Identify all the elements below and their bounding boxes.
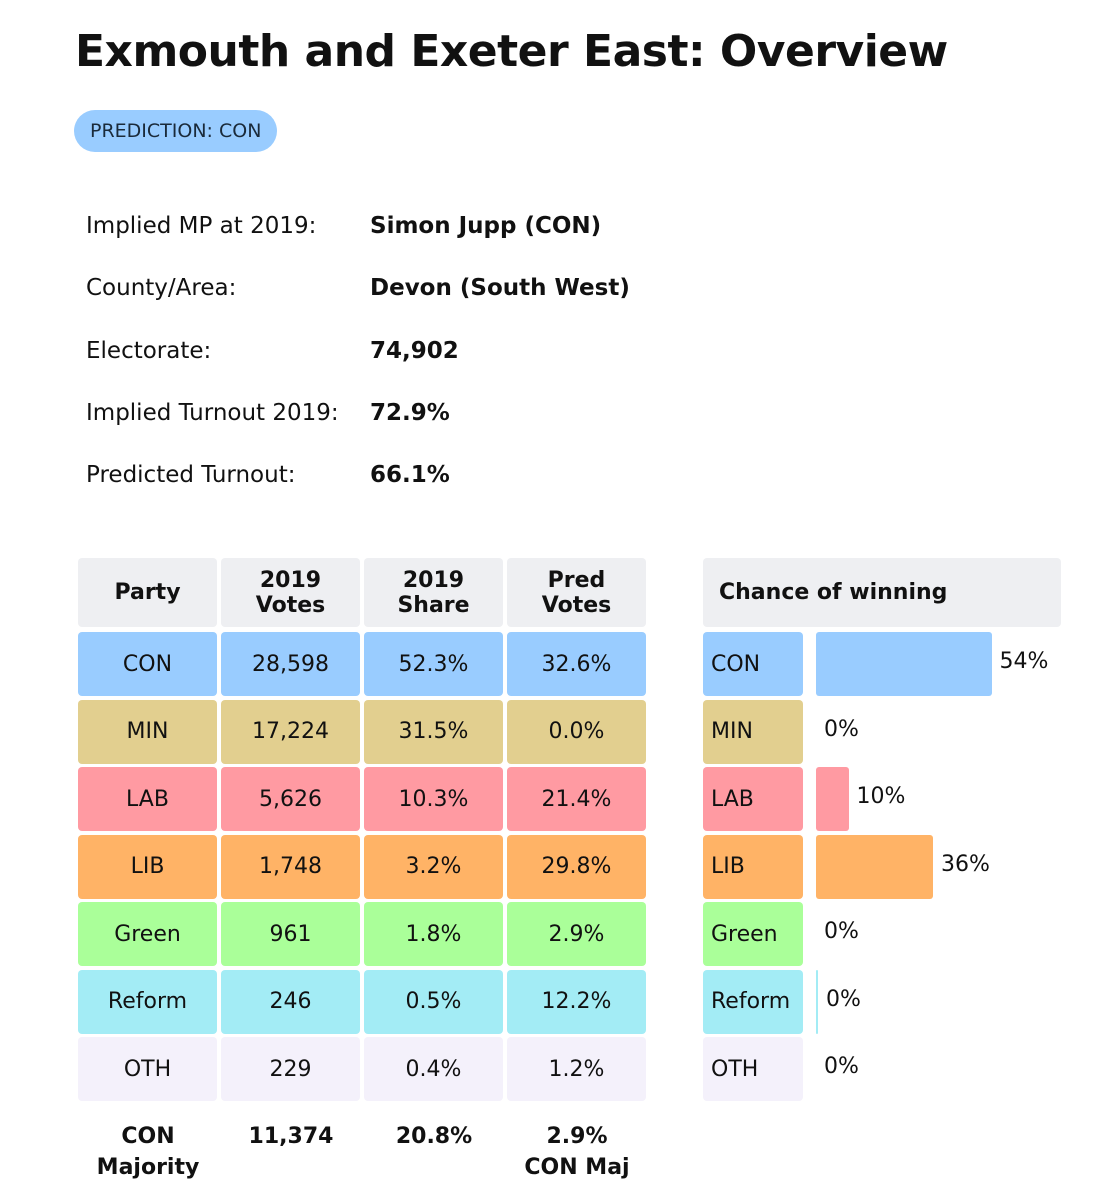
table-header-cell: 2019 Votes	[221, 558, 360, 627]
info-value: 74,902	[370, 338, 459, 364]
table-footer-cell: 20.8%	[395, 1124, 473, 1149]
table-header-cell: 2019 Share	[364, 558, 503, 627]
table-cell-votes-2019: 246	[221, 969, 360, 1034]
table-cell-party: OTH	[78, 1037, 217, 1101]
table-cell-party: MIN	[78, 699, 217, 764]
table-cell-party: CON	[78, 632, 217, 696]
table-cell-share-2019: 10.3%	[364, 767, 503, 831]
table-cell-votes-2019: 5,626	[221, 767, 360, 831]
table-cell-pred-votes: 12.2%	[507, 969, 646, 1034]
chance-party-cell: Reform	[703, 969, 803, 1034]
table-cell-share-2019: 0.4%	[364, 1037, 503, 1101]
prediction-badge: PREDICTION: CON	[74, 110, 278, 152]
table-header-text: Pred Votes	[541, 567, 612, 618]
chance-party-cell: LIB	[703, 834, 803, 899]
table-header-text: 2019 Share	[397, 567, 470, 618]
table-footer-cell: CON Majority	[96, 1124, 200, 1180]
info-label: County/Area:	[86, 275, 237, 301]
table-cell-party: Reform	[78, 969, 217, 1034]
info-value: 72.9%	[370, 400, 450, 426]
table-cell-votes-2019: 229	[221, 1037, 360, 1101]
info-value: 66.1%	[370, 462, 450, 488]
table-cell-votes-2019: 1,748	[221, 834, 360, 899]
table-cell-pred-votes: 32.6%	[507, 632, 646, 696]
chance-party-cell: Green	[703, 902, 803, 966]
table-cell-share-2019: 0.5%	[364, 969, 503, 1034]
table-header-text: Party	[114, 580, 181, 605]
chance-header: Chance of winning	[703, 558, 1061, 627]
table-cell-votes-2019: 28,598	[221, 632, 360, 696]
info-label: Predicted Turnout:	[86, 462, 296, 488]
table-cell-share-2019: 1.8%	[364, 902, 503, 966]
table-cell-votes-2019: 961	[221, 902, 360, 966]
chance-party-cell: LAB	[703, 767, 803, 831]
chance-percent-label: 54%	[999, 649, 1049, 674]
info-value: Simon Jupp (CON)	[370, 213, 602, 239]
chance-party-cell: OTH	[703, 1037, 803, 1101]
table-cell-share-2019: 3.2%	[364, 834, 503, 899]
table-header-cell: Party	[78, 558, 217, 627]
table-cell-pred-votes: 0.0%	[507, 699, 646, 764]
chance-bar	[816, 834, 933, 899]
info-value: Devon (South West)	[370, 275, 630, 301]
chance-percent-label: 0%	[824, 1054, 859, 1079]
table-cell-pred-votes: 29.8%	[507, 834, 646, 899]
table-cell-party: Green	[78, 902, 217, 966]
info-label: Implied Turnout 2019:	[86, 400, 339, 426]
table-header-cell: Pred Votes	[507, 558, 646, 627]
chance-bar	[816, 632, 992, 696]
table-cell-pred-votes: 21.4%	[507, 767, 646, 831]
table-cell-votes-2019: 17,224	[221, 699, 360, 764]
chance-bar	[816, 767, 849, 831]
table-cell-share-2019: 31.5%	[364, 699, 503, 764]
info-label: Implied MP at 2019:	[86, 213, 317, 239]
table-footer-cell: 2.9% CON Maj	[524, 1124, 630, 1180]
table-footer-cell: 11,374	[248, 1124, 334, 1149]
chance-percent-label: 0%	[824, 919, 859, 944]
table-cell-pred-votes: 2.9%	[507, 902, 646, 966]
table-cell-share-2019: 52.3%	[364, 632, 503, 696]
chance-percent-label: 36%	[941, 851, 990, 877]
chance-party-cell: MIN	[703, 699, 803, 764]
chance-percent-label: 0%	[826, 986, 861, 1012]
table-cell-party: LIB	[78, 834, 217, 899]
info-label: Electorate:	[86, 338, 212, 364]
chance-percent-label: 10%	[856, 784, 906, 809]
chance-percent-label: 0%	[824, 716, 859, 742]
table-cell-party: LAB	[78, 767, 217, 831]
page-title: Exmouth and Exeter East: Overview	[75, 26, 948, 77]
table-header-text: 2019 Votes	[255, 567, 326, 618]
chance-party-cell: CON	[703, 632, 803, 696]
table-cell-pred-votes: 1.2%	[507, 1037, 646, 1101]
chance-bar	[816, 969, 818, 1034]
